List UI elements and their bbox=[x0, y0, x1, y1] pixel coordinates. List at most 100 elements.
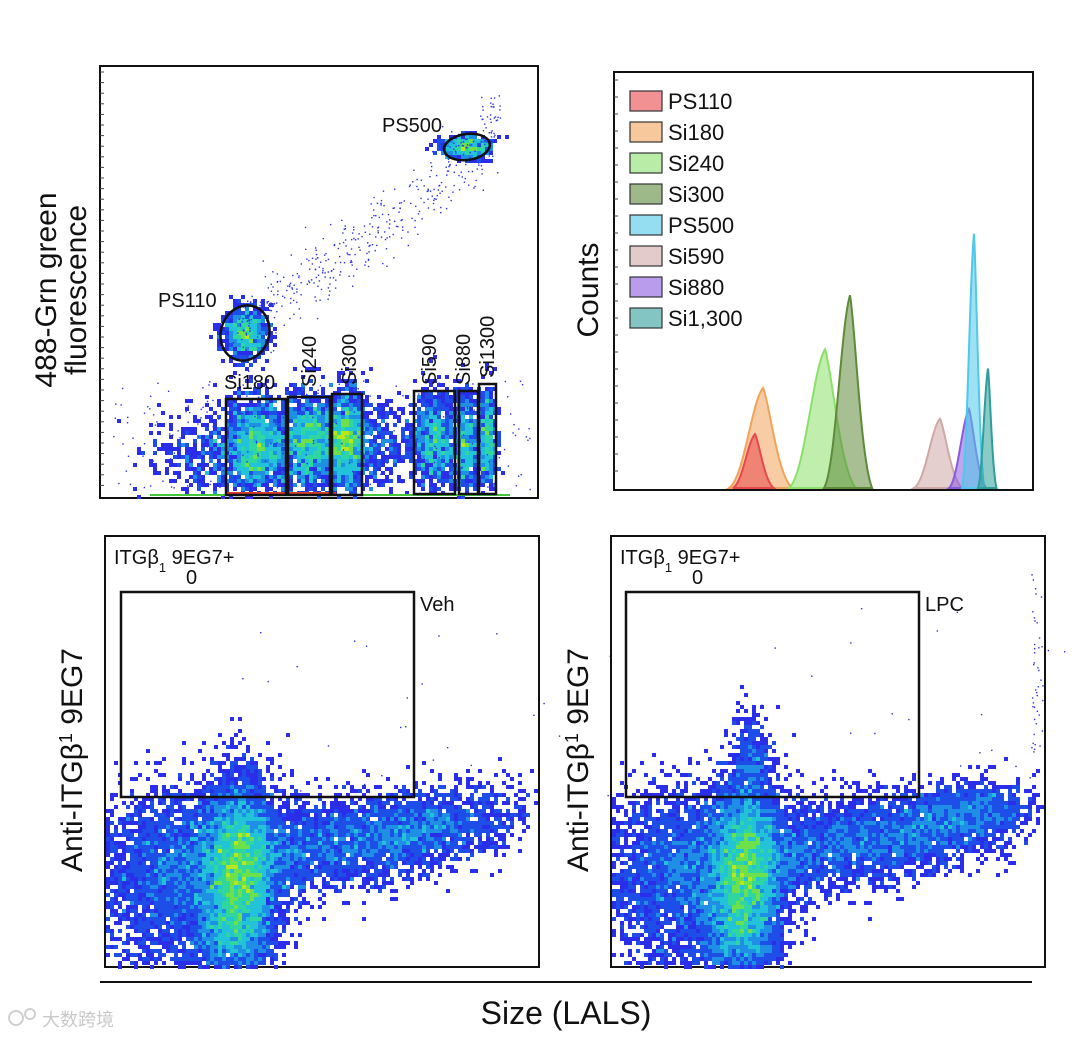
density-cell bbox=[238, 833, 242, 837]
scatter-point bbox=[374, 249, 376, 252]
density-cell bbox=[474, 813, 478, 817]
density-cell bbox=[425, 475, 429, 479]
density-cell bbox=[178, 849, 182, 853]
density-cell bbox=[261, 339, 265, 343]
scatter-point bbox=[465, 138, 467, 141]
density-cell bbox=[206, 833, 210, 837]
density-cell bbox=[202, 793, 206, 797]
density-cell bbox=[277, 475, 281, 479]
density-cell bbox=[209, 467, 213, 471]
density-cell bbox=[234, 857, 238, 861]
density-cell bbox=[209, 435, 213, 439]
density-cell bbox=[374, 821, 378, 825]
density-cell bbox=[345, 467, 349, 471]
density-cell bbox=[353, 399, 357, 403]
density-cell bbox=[198, 805, 202, 809]
density-cell bbox=[162, 789, 166, 793]
scatter-point bbox=[481, 173, 483, 175]
density-cell bbox=[214, 761, 218, 765]
density-cell bbox=[450, 821, 454, 825]
density-cell bbox=[393, 447, 397, 451]
scatter-point bbox=[304, 226, 307, 229]
density-cell bbox=[314, 853, 318, 857]
density-cell bbox=[282, 845, 286, 849]
density-cell bbox=[406, 817, 410, 821]
density-cell bbox=[230, 833, 234, 837]
density-cell bbox=[210, 781, 214, 785]
density-cell bbox=[246, 849, 250, 853]
density-cell bbox=[422, 833, 426, 837]
density-cell bbox=[430, 817, 434, 821]
density-cell bbox=[269, 455, 273, 459]
density-cell bbox=[465, 471, 469, 475]
density-cell bbox=[229, 419, 233, 423]
density-cell bbox=[237, 451, 241, 455]
density-cell bbox=[245, 459, 249, 463]
density-cell bbox=[486, 825, 490, 829]
density-cell bbox=[197, 463, 201, 467]
density-cell bbox=[465, 403, 469, 407]
density-cell bbox=[421, 391, 425, 395]
density-cell bbox=[305, 399, 309, 403]
density-cell bbox=[334, 849, 338, 853]
density-cell bbox=[198, 749, 202, 753]
density-cell bbox=[246, 865, 250, 869]
density-cell bbox=[441, 435, 445, 439]
density-cell bbox=[381, 451, 385, 455]
density-cell bbox=[298, 833, 302, 837]
density-cell bbox=[213, 383, 217, 387]
density-cell bbox=[514, 793, 518, 797]
scatter-point bbox=[470, 144, 473, 146]
density-cell bbox=[374, 869, 378, 873]
density-cell bbox=[265, 307, 269, 311]
density-cell bbox=[377, 431, 381, 435]
density-cell bbox=[254, 861, 258, 865]
density-cell bbox=[426, 813, 430, 817]
density-cell bbox=[290, 837, 294, 841]
density-cell bbox=[441, 395, 445, 399]
density-cell bbox=[433, 411, 437, 415]
density-cell bbox=[394, 829, 398, 833]
density-cell bbox=[461, 427, 465, 431]
scatter-point bbox=[400, 237, 403, 239]
density-cell bbox=[210, 805, 214, 809]
density-cell bbox=[278, 865, 282, 869]
scatter-point bbox=[319, 384, 322, 387]
density-cell bbox=[489, 371, 493, 375]
density-cell bbox=[258, 865, 262, 869]
density-cell bbox=[417, 431, 421, 435]
density-cell bbox=[130, 833, 134, 837]
density-cell bbox=[290, 821, 294, 825]
density-cell bbox=[289, 411, 293, 415]
density-cell bbox=[502, 845, 506, 849]
density-cell bbox=[134, 797, 138, 801]
density-cell bbox=[301, 387, 305, 391]
density-cell bbox=[310, 873, 314, 877]
density-cell bbox=[394, 833, 398, 837]
density-cell bbox=[302, 833, 306, 837]
density-cell bbox=[357, 483, 361, 487]
density-cell bbox=[338, 837, 342, 841]
density-cell bbox=[138, 829, 142, 833]
density-cell bbox=[301, 471, 305, 475]
density-cell bbox=[205, 435, 209, 439]
scatter-point bbox=[393, 207, 396, 209]
scatter-point bbox=[466, 408, 469, 410]
density-cell bbox=[270, 861, 274, 865]
density-cell bbox=[225, 311, 229, 315]
density-cell bbox=[489, 483, 493, 487]
density-cell bbox=[434, 813, 438, 817]
density-cell bbox=[362, 869, 366, 873]
density-cell bbox=[433, 483, 437, 487]
density-cell bbox=[170, 797, 174, 801]
density-cell bbox=[221, 443, 225, 447]
density-cell bbox=[454, 829, 458, 833]
scatter-point bbox=[276, 273, 279, 275]
density-cell bbox=[338, 841, 342, 845]
density-cell bbox=[465, 387, 469, 391]
density-cell bbox=[274, 845, 278, 849]
density-cell bbox=[469, 427, 473, 431]
density-cell bbox=[302, 837, 306, 841]
density-cell bbox=[301, 483, 305, 487]
density-cell bbox=[437, 419, 441, 423]
